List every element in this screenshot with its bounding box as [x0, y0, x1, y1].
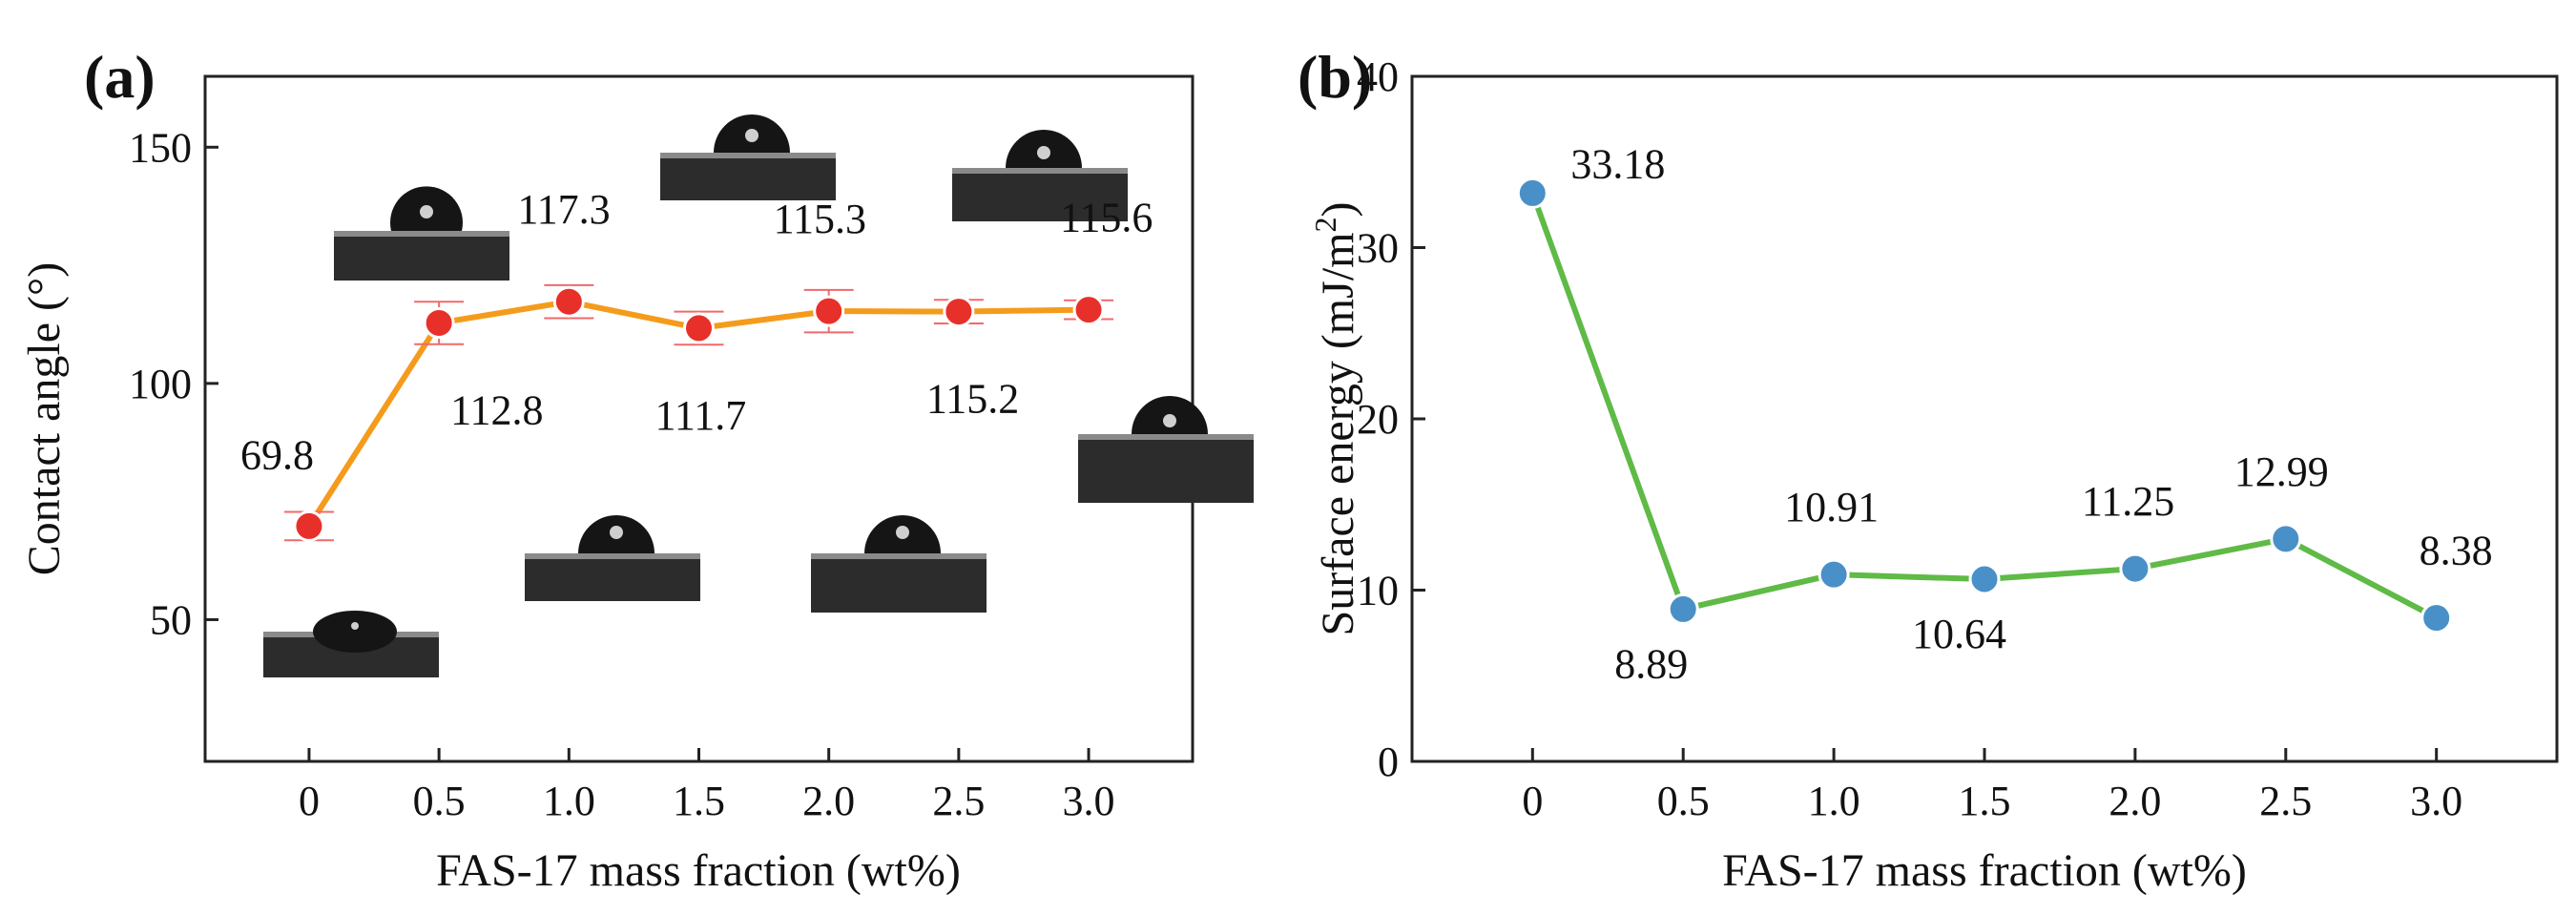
- droplet-image-7: [1078, 396, 1254, 503]
- data-point-b-5: [2270, 523, 2302, 555]
- x-tick-label-b-6: 3.0: [2410, 778, 2462, 824]
- x-tick-label-b-3: 1.5: [1959, 778, 2011, 824]
- data-label-a-3: 111.7: [655, 392, 747, 439]
- data-point-b-1: [1667, 593, 1699, 625]
- data-point-b-0: [1516, 177, 1548, 209]
- data-label-a-0: 69.8: [240, 431, 314, 478]
- data-label-a-4: 115.3: [774, 196, 866, 242]
- panel-b: (b) 0 10 20 30 40 0 0.5 1.0 1.5 2.0 2.5 3.0 Surfac…: [1298, 43, 2559, 896]
- x-tick-label-a-4: 2.0: [802, 778, 855, 824]
- data-label-b-6: 8.38: [2420, 528, 2493, 574]
- droplet-image-3: [525, 515, 700, 601]
- x-tick-label-a-3: 1.5: [673, 778, 725, 824]
- x-tick-label-b-4: 2.0: [2109, 778, 2161, 824]
- y-axis-label-b-sup: 2: [1308, 218, 1342, 233]
- x-tick-label-a-6: 3.0: [1063, 778, 1115, 824]
- x-axis-ticks-a: 0 0.5 1.0 1.5 2.0 2.5 3.0: [299, 748, 1115, 824]
- data-label-b-5: 12.99: [2234, 448, 2329, 495]
- x-tick-label-b-1: 0.5: [1657, 778, 1710, 824]
- y-axis-ticks-b: 0 10 20 30 40: [1357, 53, 1425, 785]
- data-label-b-2: 10.91: [1784, 484, 1879, 530]
- y-tick-label-b-4: 40: [1357, 53, 1399, 100]
- series-line-b: [1529, 192, 2439, 621]
- y-axis-label-b-main: Surface energy (mJ/m: [1313, 233, 1363, 636]
- y-axis-ticks-a: 50 100 150: [129, 124, 218, 643]
- y-tick-label-a-2: 150: [129, 124, 192, 171]
- y-tick-label-b-0: 0: [1378, 738, 1399, 785]
- data-point-b-2: [1818, 558, 1850, 591]
- droplet-image-6: [952, 130, 1128, 221]
- data-point-a-2: [552, 285, 585, 318]
- panel-a: (a) 50 100 150 0 0.5 1.0 1.5 2.0 2.5 3.0 Contact…: [19, 43, 1254, 896]
- data-point-a-1: [423, 306, 455, 339]
- data-label-b-0: 33.18: [1570, 140, 1665, 187]
- data-point-a-0: [293, 509, 325, 542]
- x-axis-label-b: FAS-17 mass fraction (wt%): [1722, 845, 2247, 896]
- y-tick-label-a-1: 100: [129, 361, 192, 407]
- data-point-b-6: [2420, 602, 2453, 634]
- x-axis-ticks-b: 0 0.5 1.0 1.5 2.0 2.5 3.0: [1522, 748, 2462, 824]
- panel-label-a: (a): [84, 43, 156, 111]
- y-axis-label-b-close: ): [1313, 202, 1363, 218]
- data-point-a-3: [683, 312, 715, 344]
- y-axis-label-b: Surface energy (mJ/m2): [1308, 202, 1363, 636]
- droplet-image-4: [660, 114, 836, 200]
- x-tick-label-b-2: 1.0: [1808, 778, 1860, 824]
- data-label-a-1: 112.8: [450, 386, 543, 433]
- x-tick-label-a-0: 0: [299, 778, 320, 824]
- panel-label-b: (b): [1298, 43, 1372, 111]
- data-label-b-4: 11.25: [2082, 478, 2174, 525]
- data-label-a-2: 117.3: [517, 186, 610, 233]
- data-point-b-3: [1968, 563, 2001, 595]
- droplet-image-1: [263, 611, 439, 677]
- data-point-b-4: [2119, 552, 2151, 585]
- y-tick-label-b-1: 10: [1357, 568, 1399, 614]
- x-tick-label-a-5: 2.5: [932, 778, 985, 824]
- data-point-a-6: [1072, 294, 1105, 326]
- y-axis-label-a: Contact angle (°): [19, 262, 70, 575]
- x-tick-label-a-1: 0.5: [413, 778, 466, 824]
- series-b: 33.18 8.89 10.91 10.64 11.25 12.99 8.38: [1516, 140, 2493, 687]
- data-label-b-3: 10.64: [1912, 611, 2006, 657]
- data-label-a-6: 115.6: [1060, 195, 1153, 241]
- y-tick-label-b-2: 20: [1357, 396, 1399, 443]
- data-label-b-1: 8.89: [1614, 640, 1688, 687]
- droplet-image-5: [811, 515, 987, 613]
- series-a: 69.8 112.8 117.3 111.7 115.3 115.2 115.6: [240, 186, 1153, 542]
- data-point-a-4: [813, 295, 845, 327]
- data-point-a-5: [943, 296, 975, 328]
- x-axis-label-a: FAS-17 mass fraction (wt%): [436, 845, 961, 896]
- y-tick-label-b-3: 30: [1357, 225, 1399, 272]
- data-label-a-5: 115.2: [926, 376, 1019, 423]
- x-tick-label-b-5: 2.5: [2259, 778, 2312, 824]
- x-tick-label-a-2: 1.0: [543, 778, 595, 824]
- x-tick-label-b-0: 0: [1522, 778, 1543, 824]
- y-tick-label-a-0: 50: [150, 596, 192, 643]
- droplet-image-2: [334, 186, 509, 281]
